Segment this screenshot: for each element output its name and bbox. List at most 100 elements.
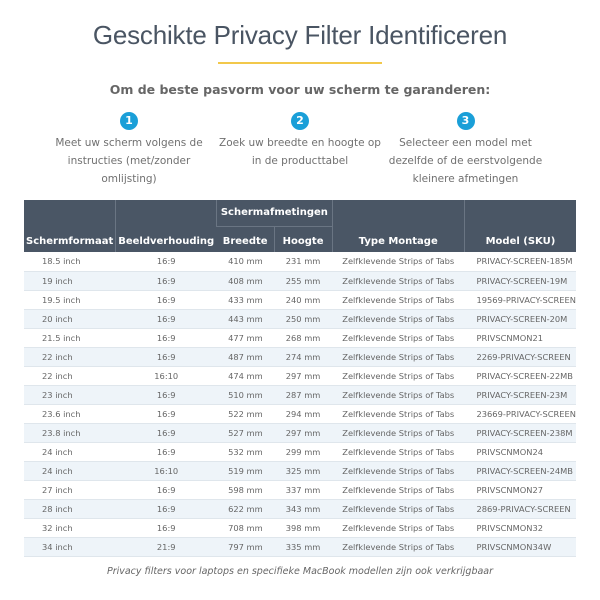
cell-size: 20 inch bbox=[24, 309, 116, 329]
cell-mount: Zelfklevende Strips of Tabs bbox=[332, 423, 465, 443]
header-dimensions: Schermafmetingen bbox=[216, 200, 333, 227]
cell-width: 474 mm bbox=[216, 366, 275, 386]
table-row: 24 inch 16:9 532 mm 299 mm Zelfklevende Stri… bbox=[24, 442, 576, 462]
cell-model: PRIVACY-SCREEN-238M bbox=[464, 423, 576, 443]
table-row: 19.5 inch 16:9 433 mm 240 mm Zelfklevende St… bbox=[24, 290, 576, 310]
cell-mount: Zelfklevende Strips of Tabs bbox=[332, 385, 465, 405]
cell-width: 510 mm bbox=[216, 385, 275, 405]
cell-ratio: 21:9 bbox=[115, 537, 217, 557]
cell-size: 18.5 inch bbox=[24, 252, 116, 272]
cell-height: 274 mm bbox=[274, 347, 333, 367]
cell-height: 398 mm bbox=[274, 518, 333, 538]
cell-ratio: 16:9 bbox=[115, 271, 217, 291]
table-row: 21.5 inch 16:9 477 mm 268 mm Zelfklevende St… bbox=[24, 328, 576, 348]
cell-width: 527 mm bbox=[216, 423, 275, 443]
cell-mount: Zelfklevende Strips of Tabs bbox=[332, 480, 465, 500]
cell-model: PRIVACY-SCREEN-19M bbox=[464, 271, 576, 291]
cell-size: 23.8 inch bbox=[24, 423, 116, 443]
cell-ratio: 16:10 bbox=[115, 366, 217, 386]
table-row: 22 inch 16:10 474 mm 297 mm Zelfklevende Str… bbox=[24, 366, 576, 386]
cell-size: 23.6 inch bbox=[24, 404, 116, 424]
product-table: Schermformaat Beeldverhouding Schermafme… bbox=[24, 200, 576, 557]
cell-mount: Zelfklevende Strips of Tabs bbox=[332, 252, 465, 272]
cell-height: 299 mm bbox=[274, 442, 333, 462]
cell-mount: Zelfklevende Strips of Tabs bbox=[332, 404, 465, 424]
cell-size: 34 inch bbox=[24, 537, 116, 557]
cell-mount: Zelfklevende Strips of Tabs bbox=[332, 461, 465, 481]
cell-mount: Zelfklevende Strips of Tabs bbox=[332, 499, 465, 519]
subtitle: Om de beste pasvorm voor uw scherm te ga… bbox=[109, 82, 491, 97]
cell-size: 22 inch bbox=[24, 366, 116, 386]
step-1: 1 Meet uw scherm volgens de instructies … bbox=[44, 112, 214, 188]
cell-size: 24 inch bbox=[24, 461, 116, 481]
cell-mount: Zelfklevende Strips of Tabs bbox=[332, 271, 465, 291]
cell-width: 410 mm bbox=[216, 252, 275, 272]
cell-model: PRIVSCNMON34W bbox=[464, 537, 576, 557]
cell-height: 240 mm bbox=[274, 290, 333, 310]
cell-model: 23669-PRIVACY-SCREEN bbox=[464, 404, 576, 424]
cell-height: 250 mm bbox=[274, 309, 333, 329]
cell-mount: Zelfklevende Strips of Tabs bbox=[332, 309, 465, 329]
table-row: 23.8 inch 16:9 527 mm 297 mm Zelfklevende St… bbox=[24, 423, 576, 443]
table-row: 24 inch 16:10 519 mm 325 mm Zelfklevende Str… bbox=[24, 461, 576, 481]
cell-height: 231 mm bbox=[274, 252, 333, 272]
title-divider bbox=[218, 62, 382, 64]
table-row: 27 inch 16:9 598 mm 337 mm Zelfklevende Stri… bbox=[24, 480, 576, 500]
cell-ratio: 16:9 bbox=[115, 404, 217, 424]
cell-model: PRIVSCNMON21 bbox=[464, 328, 576, 348]
cell-width: 408 mm bbox=[216, 271, 275, 291]
cell-width: 598 mm bbox=[216, 480, 275, 500]
cell-height: 255 mm bbox=[274, 271, 333, 291]
cell-ratio: 16:9 bbox=[115, 480, 217, 500]
cell-size: 24 inch bbox=[24, 442, 116, 462]
cell-height: 297 mm bbox=[274, 366, 333, 386]
header-size: Schermformaat bbox=[24, 200, 116, 252]
step-text: Zoek uw breedte en hoogte op in de produ… bbox=[219, 137, 381, 167]
cell-ratio: 16:9 bbox=[115, 423, 217, 443]
header-ratio: Beeldverhouding bbox=[115, 200, 217, 252]
table-row: 19 inch 16:9 408 mm 255 mm Zelfklevende Stri… bbox=[24, 271, 576, 291]
table-row: 32 inch 16:9 708 mm 398 mm Zelfklevende Stri… bbox=[24, 518, 576, 538]
cell-model: 19569-PRIVACY-SCREEN bbox=[464, 290, 576, 310]
cell-width: 708 mm bbox=[216, 518, 275, 538]
cell-width: 797 mm bbox=[216, 537, 275, 557]
cell-ratio: 16:9 bbox=[115, 499, 217, 519]
cell-model: PRIVACY-SCREEN-22MB bbox=[464, 366, 576, 386]
cell-width: 522 mm bbox=[216, 404, 275, 424]
table-row: 28 inch 16:9 622 mm 343 mm Zelfklevende Stri… bbox=[24, 499, 576, 519]
cell-height: 268 mm bbox=[274, 328, 333, 348]
cell-mount: Zelfklevende Strips of Tabs bbox=[332, 328, 465, 348]
cell-width: 477 mm bbox=[216, 328, 275, 348]
cell-model: PRIVACY-SCREEN-24MB bbox=[464, 461, 576, 481]
cell-model: PRIVACY-SCREEN-23M bbox=[464, 385, 576, 405]
cell-size: 19.5 inch bbox=[24, 290, 116, 310]
cell-width: 622 mm bbox=[216, 499, 275, 519]
cell-mount: Zelfklevende Strips of Tabs bbox=[332, 518, 465, 538]
cell-mount: Zelfklevende Strips of Tabs bbox=[332, 537, 465, 557]
header-model: Model (SKU) bbox=[463, 200, 576, 252]
step-number-icon: 1 bbox=[120, 112, 138, 130]
table-row: 20 inch 16:9 443 mm 250 mm Zelfklevende Stri… bbox=[24, 309, 576, 329]
table-row: 22 inch 16:9 487 mm 274 mm Zelfklevende Stri… bbox=[24, 347, 576, 367]
step-number-icon: 2 bbox=[291, 112, 309, 130]
cell-width: 443 mm bbox=[216, 309, 275, 329]
step-text: Selecteer een model met dezelfde of de e… bbox=[388, 137, 543, 185]
cell-height: 337 mm bbox=[274, 480, 333, 500]
cell-size: 19 inch bbox=[24, 271, 116, 291]
cell-height: 287 mm bbox=[274, 385, 333, 405]
cell-mount: Zelfklevende Strips of Tabs bbox=[332, 347, 465, 367]
cell-ratio: 16:9 bbox=[115, 328, 217, 348]
footer-note: Privacy filters voor laptops en specifie… bbox=[106, 566, 494, 577]
cell-model: 2269-PRIVACY-SCREEN bbox=[464, 347, 576, 367]
step-3: 3 Selecteer een model met dezelfde of de… bbox=[378, 112, 553, 188]
cell-mount: Zelfklevende Strips of Tabs bbox=[332, 442, 465, 462]
cell-width: 532 mm bbox=[216, 442, 275, 462]
table-row: 34 inch 21:9 797 mm 335 mm Zelfklevende Stri… bbox=[24, 537, 576, 557]
cell-height: 335 mm bbox=[274, 537, 333, 557]
cell-width: 519 mm bbox=[216, 461, 275, 481]
cell-height: 343 mm bbox=[274, 499, 333, 519]
step-2: 2 Zoek uw breedte en hoogte op in de pro… bbox=[215, 112, 385, 170]
cell-height: 294 mm bbox=[274, 404, 333, 424]
cell-ratio: 16:9 bbox=[115, 252, 217, 272]
cell-size: 21.5 inch bbox=[24, 328, 116, 348]
